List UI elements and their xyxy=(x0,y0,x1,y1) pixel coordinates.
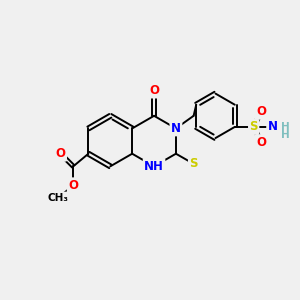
Text: H: H xyxy=(281,130,290,140)
Text: CH₃: CH₃ xyxy=(48,193,69,203)
Text: O: O xyxy=(68,179,78,192)
Text: N: N xyxy=(268,120,278,134)
Text: O: O xyxy=(256,136,266,148)
Text: O: O xyxy=(149,84,159,97)
Text: O: O xyxy=(56,147,66,160)
Text: S: S xyxy=(189,157,198,170)
Text: S: S xyxy=(249,120,258,134)
Text: N: N xyxy=(171,122,181,135)
Text: H: H xyxy=(281,122,290,132)
Text: O: O xyxy=(256,105,266,118)
Text: NH: NH xyxy=(144,160,164,173)
